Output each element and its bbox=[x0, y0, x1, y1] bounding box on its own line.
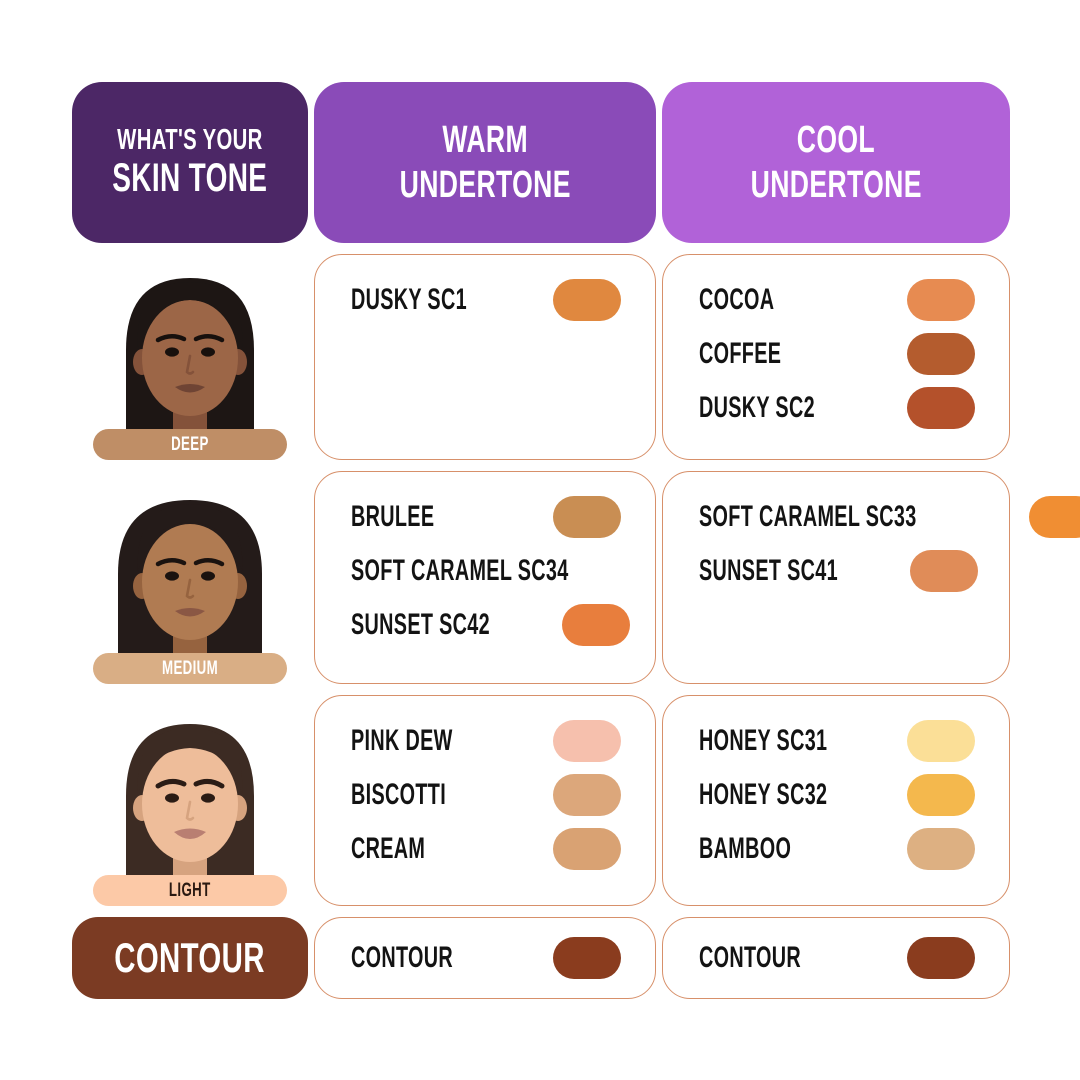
shade-swatch bbox=[1028, 496, 1080, 538]
shade-name-label: CONTOUR bbox=[351, 941, 454, 974]
shade-name-label: COFFEE bbox=[699, 337, 782, 370]
shade-swatch bbox=[553, 937, 621, 979]
shade-name-label: BAMBOO bbox=[699, 832, 792, 865]
shade-swatch bbox=[553, 774, 621, 816]
tone-label-deep: DEEP bbox=[93, 429, 287, 460]
shade-swatch bbox=[907, 828, 975, 870]
shade-row: HONEY SC32 bbox=[699, 768, 975, 822]
header-skin-tone-line2: SKIN TONE bbox=[112, 156, 268, 201]
shade-name-label: DUSKY SC1 bbox=[351, 283, 467, 316]
face-photo-light: LIGHT bbox=[72, 695, 308, 906]
warm-shades-medium-card: BRULEE SOFT CARAMEL SC34 SUNSET SC42 bbox=[314, 471, 749, 684]
cool-shades-medium-card: SOFT CARAMEL SC33 SUNSET SC41 bbox=[662, 471, 1080, 684]
warm-shades-light-card: PINK DEW BISCOTTI CREAM bbox=[314, 695, 656, 906]
shade-swatch bbox=[553, 279, 621, 321]
shade-swatch bbox=[553, 496, 621, 538]
cool-shades-light-card: HONEY SC31 HONEY SC32 BAMBOO bbox=[662, 695, 1010, 906]
shade-row: CONTOUR bbox=[351, 937, 621, 979]
shade-swatch bbox=[553, 720, 621, 762]
shade-swatch bbox=[907, 774, 975, 816]
header-skin-tone: WHAT'S YOUR SKIN TONE bbox=[72, 82, 308, 243]
shade-swatch bbox=[907, 720, 975, 762]
shade-swatch bbox=[561, 604, 630, 646]
shade-swatch bbox=[907, 279, 975, 321]
shade-row: BISCOTTI bbox=[351, 768, 621, 822]
shade-row: SOFT CARAMEL SC33 bbox=[699, 490, 1080, 544]
header-warm-line2: UNDERTONE bbox=[399, 163, 571, 206]
shade-row: SUNSET SC41 bbox=[699, 544, 978, 598]
shade-row: DUSKY SC2 bbox=[699, 381, 975, 435]
shade-name-label: SOFT CARAMEL SC33 bbox=[699, 500, 917, 533]
shade-row: SUNSET SC42 bbox=[351, 598, 630, 652]
face-illustration-light bbox=[126, 724, 254, 906]
shade-name-label: SOFT CARAMEL SC34 bbox=[351, 554, 569, 587]
shade-swatch bbox=[553, 828, 621, 870]
header-warm-undertone: WARM UNDERTONE bbox=[314, 82, 656, 243]
shade-row: COCOA bbox=[699, 273, 975, 327]
shade-row: CREAM bbox=[351, 822, 621, 876]
warm-shades-deep-card: DUSKY SC1 bbox=[314, 254, 656, 460]
shade-row: COFFEE bbox=[699, 327, 975, 381]
header-cool-line1: COOL bbox=[796, 118, 876, 161]
shade-swatch bbox=[907, 387, 975, 429]
shade-row: CONTOUR bbox=[699, 937, 975, 979]
contour-label-box: CONTOUR bbox=[72, 917, 308, 999]
shade-guide: WHAT'S YOUR SKIN TONE WARM UNDERTONE COO… bbox=[72, 82, 1080, 999]
shade-row: PINK DEW bbox=[351, 714, 621, 768]
shade-swatch bbox=[909, 550, 978, 592]
face-photo-medium: MEDIUM bbox=[72, 471, 308, 684]
header-cool-line2: UNDERTONE bbox=[750, 163, 922, 206]
shade-row: BRULEE bbox=[351, 490, 621, 544]
shade-row: SOFT CARAMEL SC34 bbox=[351, 544, 749, 598]
shade-swatch bbox=[907, 937, 975, 979]
tone-label-medium: MEDIUM bbox=[93, 653, 287, 684]
shade-name-label: SUNSET SC42 bbox=[351, 608, 490, 641]
shade-name-label: DUSKY SC2 bbox=[699, 391, 815, 424]
shade-name-label: PINK DEW bbox=[351, 724, 453, 757]
shade-name-label: HONEY SC32 bbox=[699, 778, 828, 811]
shade-row: DUSKY SC1 bbox=[351, 273, 621, 327]
header-skin-tone-line1: WHAT'S YOUR bbox=[117, 123, 263, 156]
header-cool-undertone: COOL UNDERTONE bbox=[662, 82, 1010, 243]
cool-shades-deep-card: COCOA COFFEE DUSKY SC2 bbox=[662, 254, 1010, 460]
shade-name-label: BRULEE bbox=[351, 500, 435, 533]
shade-name-label: CREAM bbox=[351, 832, 426, 865]
shade-row: BAMBOO bbox=[699, 822, 975, 876]
shade-name-label: CONTOUR bbox=[699, 941, 802, 974]
shade-row: HONEY SC31 bbox=[699, 714, 975, 768]
shade-swatch bbox=[907, 333, 975, 375]
face-illustration-deep bbox=[126, 278, 254, 460]
header-warm-line1: WARM bbox=[442, 118, 528, 161]
cool-contour-card: CONTOUR bbox=[662, 917, 1010, 999]
tone-label-light: LIGHT bbox=[93, 875, 287, 906]
face-photo-deep: DEEP bbox=[72, 254, 308, 460]
shade-name-label: BISCOTTI bbox=[351, 778, 447, 811]
warm-contour-card: CONTOUR bbox=[314, 917, 656, 999]
shade-name-label: COCOA bbox=[699, 283, 775, 316]
shade-name-label: HONEY SC31 bbox=[699, 724, 828, 757]
shade-name-label: SUNSET SC41 bbox=[699, 554, 838, 587]
